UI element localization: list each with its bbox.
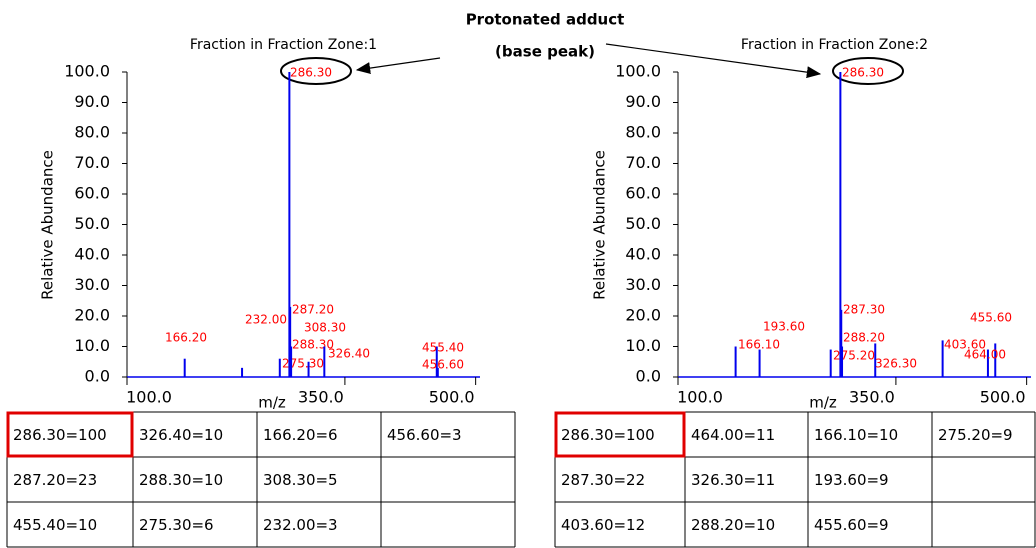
peak-label: 455.60 bbox=[970, 311, 1012, 325]
table-cell: 287.20=23 bbox=[13, 471, 97, 489]
table-cell: 308.30=5 bbox=[263, 471, 338, 489]
x-axis-label: m/z bbox=[809, 394, 837, 412]
y-tick-label: 90.0 bbox=[625, 92, 661, 111]
peak-label: 403.60 bbox=[944, 338, 986, 352]
peak-label: 286.30 bbox=[290, 66, 332, 80]
peak-label: 193.60 bbox=[763, 320, 805, 334]
peak-label: 464.00 bbox=[964, 348, 1006, 362]
y-tick-label: 20.0 bbox=[74, 306, 110, 325]
table-cell: 464.00=11 bbox=[691, 426, 775, 444]
y-tick-label: 100.0 bbox=[615, 62, 661, 81]
table-cell: 455.60=9 bbox=[814, 516, 889, 534]
peak-label: 166.20 bbox=[165, 331, 207, 345]
table-cell: 275.30=6 bbox=[139, 516, 214, 534]
x-tick-label: 100.0 bbox=[126, 388, 172, 407]
peak-label: 287.20 bbox=[292, 303, 334, 317]
table-cell: 326.40=10 bbox=[139, 426, 223, 444]
y-tick-label: 0.0 bbox=[636, 367, 661, 386]
peak-label: 232.00 bbox=[245, 313, 287, 327]
peak-label: 455.40 bbox=[422, 341, 464, 355]
table-cell: 288.20=10 bbox=[691, 516, 775, 534]
y-tick-label: 90.0 bbox=[74, 92, 110, 111]
peak-label: 286.30 bbox=[842, 66, 884, 80]
peak-label: 288.20 bbox=[843, 331, 885, 345]
annotation: (base peak) bbox=[495, 43, 595, 61]
x-axis-label: m/z bbox=[258, 394, 286, 412]
table-cell: 326.30=11 bbox=[691, 471, 775, 489]
y-tick-label: 10.0 bbox=[625, 336, 661, 355]
y-tick-label: 70.0 bbox=[74, 153, 110, 172]
y-axis-label: Relative Abundance bbox=[39, 150, 57, 300]
y-tick-label: 80.0 bbox=[74, 123, 110, 142]
y-tick-label: 80.0 bbox=[625, 123, 661, 142]
table-cell: 193.60=9 bbox=[814, 471, 889, 489]
x-tick-label: 500.0 bbox=[980, 388, 1026, 407]
y-tick-label: 30.0 bbox=[74, 275, 110, 294]
peak-label: 166.10 bbox=[738, 338, 780, 352]
chart-title: Fraction in Fraction Zone:2 bbox=[741, 37, 928, 53]
table-cell: 232.00=3 bbox=[263, 516, 338, 534]
table-cell: 286.30=100 bbox=[561, 426, 655, 444]
peak-label: 456.60 bbox=[422, 358, 464, 372]
arrow bbox=[605, 43, 822, 79]
table-cell: 286.30=100 bbox=[13, 426, 107, 444]
table-cell: 287.30=22 bbox=[561, 471, 645, 489]
table-cell: 288.30=10 bbox=[139, 471, 223, 489]
highlight-box bbox=[6, 411, 134, 458]
annotation: Protonated adduct bbox=[466, 11, 625, 29]
peak-label: 308.30 bbox=[304, 321, 346, 335]
peak-label: 326.30 bbox=[875, 357, 917, 371]
y-tick-label: 50.0 bbox=[625, 214, 661, 233]
y-tick-label: 50.0 bbox=[74, 214, 110, 233]
y-tick-label: 60.0 bbox=[74, 184, 110, 203]
x-tick-label: 500.0 bbox=[429, 388, 475, 407]
y-tick-label: 100.0 bbox=[64, 62, 110, 81]
chart-title: Fraction in Fraction Zone:1 bbox=[190, 37, 377, 53]
y-tick-label: 40.0 bbox=[74, 245, 110, 264]
x-tick-label: 100.0 bbox=[677, 388, 723, 407]
y-tick-label: 70.0 bbox=[625, 153, 661, 172]
arrow bbox=[355, 57, 441, 75]
table-cell: 166.10=10 bbox=[814, 426, 898, 444]
table-cell: 456.60=3 bbox=[387, 426, 462, 444]
x-tick-label: 350.0 bbox=[298, 388, 344, 407]
y-tick-label: 20.0 bbox=[625, 306, 661, 325]
y-tick-label: 30.0 bbox=[625, 275, 661, 294]
y-tick-label: 10.0 bbox=[74, 336, 110, 355]
peak-label: 275.30 bbox=[282, 357, 324, 371]
highlight-box bbox=[554, 411, 686, 458]
y-axis-label: Relative Abundance bbox=[591, 150, 609, 300]
highlight-ellipse bbox=[832, 57, 904, 85]
peak-label: 287.30 bbox=[843, 303, 885, 317]
y-tick-label: 40.0 bbox=[625, 245, 661, 264]
table-cell: 455.40=10 bbox=[13, 516, 97, 534]
table-cell: 275.20=9 bbox=[938, 426, 1013, 444]
y-tick-label: 60.0 bbox=[625, 184, 661, 203]
table-cell: 403.60=12 bbox=[561, 516, 645, 534]
y-tick-label: 0.0 bbox=[85, 367, 110, 386]
table-cell: 166.20=6 bbox=[263, 426, 338, 444]
peak-label: 326.40 bbox=[328, 347, 370, 361]
x-tick-label: 350.0 bbox=[849, 388, 895, 407]
peak-label: 275.20 bbox=[833, 349, 875, 363]
highlight-ellipse bbox=[280, 57, 352, 85]
